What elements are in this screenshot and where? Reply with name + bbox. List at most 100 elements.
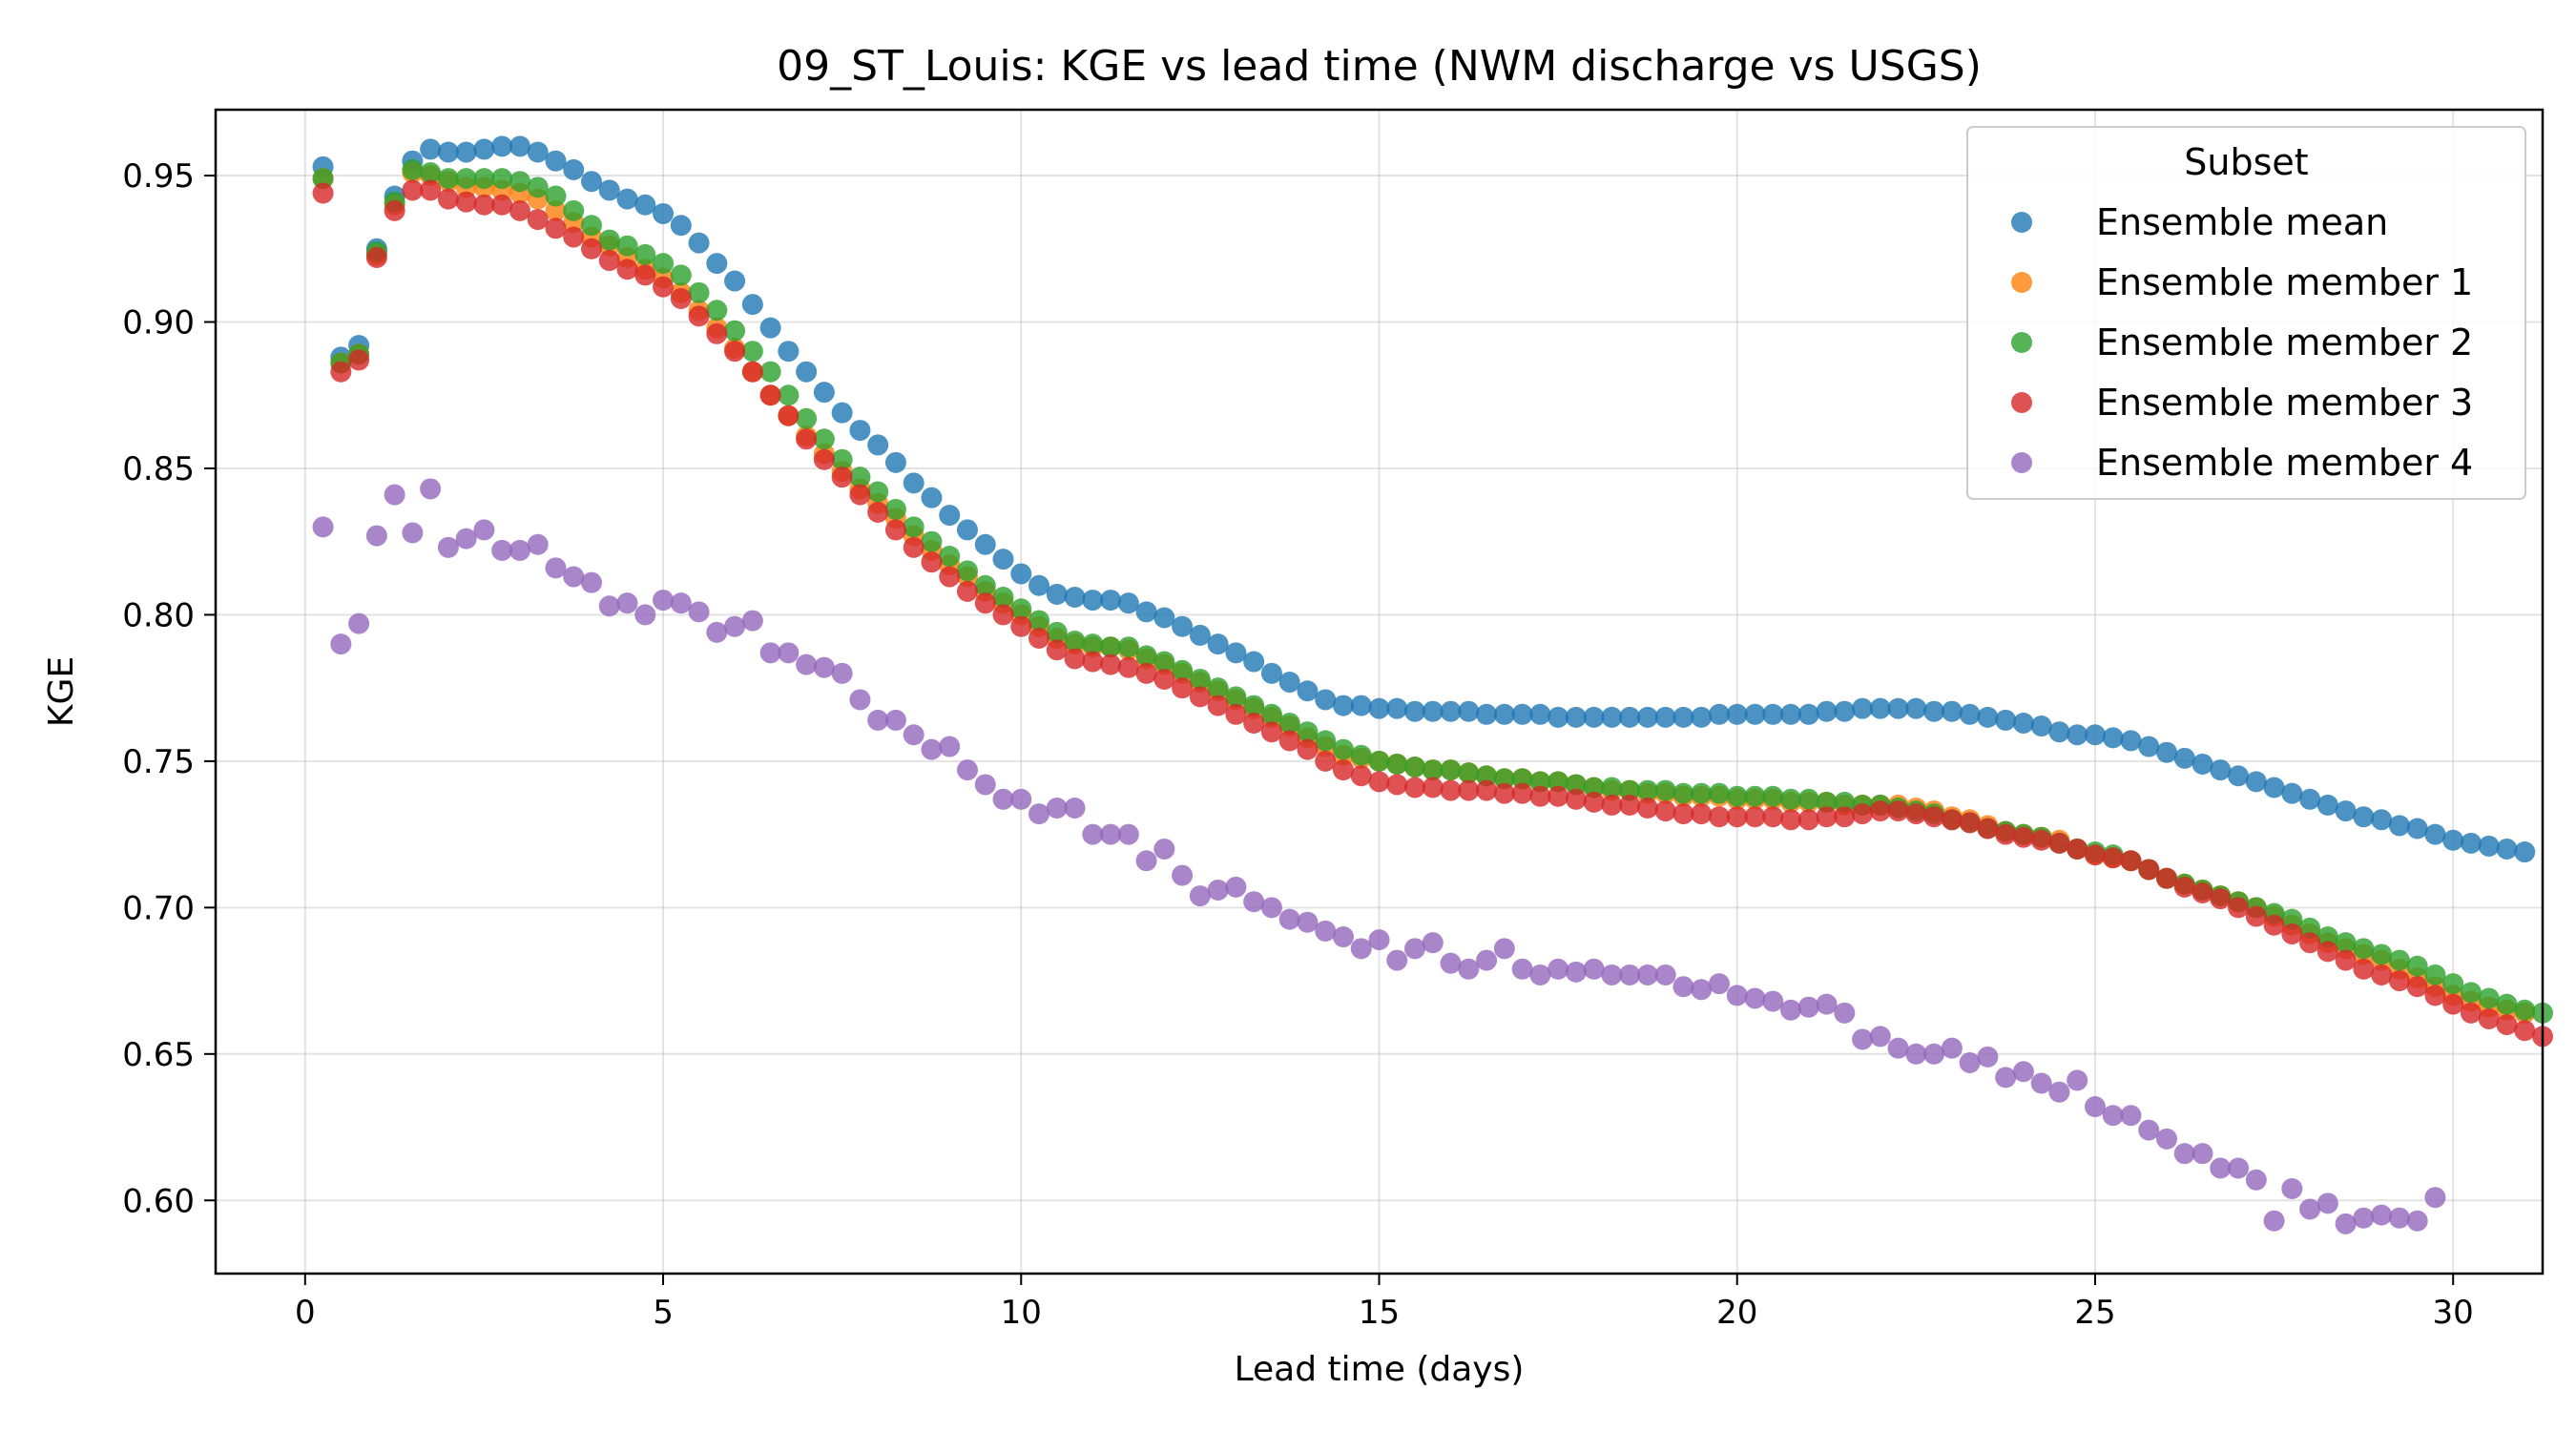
data-point <box>974 533 996 555</box>
data-point <box>1207 677 1229 699</box>
data-point <box>1995 1067 2017 1089</box>
data-point <box>2460 982 2482 1004</box>
y-tick-label: 0.70 <box>122 889 195 927</box>
data-point <box>1887 800 1909 822</box>
y-tick-label: 0.85 <box>122 450 195 488</box>
y-tick-label: 0.65 <box>122 1036 195 1074</box>
data-point <box>455 168 477 190</box>
data-point <box>2353 806 2375 828</box>
data-point <box>759 361 781 383</box>
data-point <box>402 522 424 544</box>
data-point <box>580 215 602 237</box>
data-point <box>365 246 387 268</box>
data-point <box>1744 703 1766 725</box>
data-point <box>1225 686 1247 708</box>
data-point <box>455 141 477 163</box>
data-point <box>956 580 978 602</box>
data-point <box>598 250 620 272</box>
data-point <box>2424 964 2446 985</box>
data-point <box>2173 747 2195 769</box>
data-point <box>956 759 978 781</box>
data-point <box>653 253 675 275</box>
data-point <box>1619 779 1641 801</box>
data-point <box>1153 838 1175 860</box>
data-point <box>1028 803 1050 825</box>
axis-ticks: 0 5 10 15 20 25 30 0.60 0.65 0.70 0.75 0.80 0.85 0.90… <box>122 157 2474 1332</box>
data-point <box>849 689 871 711</box>
data-point <box>1422 932 1444 954</box>
data-point <box>849 420 871 442</box>
data-point <box>1117 823 1139 845</box>
data-point <box>491 539 513 561</box>
data-point <box>2156 1128 2178 1150</box>
data-point <box>2299 1198 2321 1220</box>
data-point <box>884 451 906 473</box>
data-point <box>1511 768 1533 790</box>
data-point <box>2156 867 2178 889</box>
data-point <box>1386 753 1408 775</box>
data-point <box>1350 765 1372 787</box>
y-tick-label: 0.75 <box>122 743 195 781</box>
data-point <box>653 590 675 612</box>
data-point <box>974 774 996 796</box>
data-point <box>2388 1207 2410 1229</box>
data-point <box>939 566 961 588</box>
data-point <box>1368 929 1390 951</box>
data-point <box>1869 800 1891 822</box>
data-point <box>2263 1210 2285 1232</box>
data-point <box>759 384 781 406</box>
data-point <box>2299 917 2321 939</box>
data-point <box>2210 888 2232 910</box>
data-point <box>1422 759 1444 781</box>
data-point <box>527 533 549 555</box>
data-point <box>634 604 656 626</box>
data-point <box>330 361 352 383</box>
legend-marker <box>2011 212 2032 233</box>
data-point <box>2192 753 2213 775</box>
data-point <box>2102 727 2124 749</box>
data-point <box>1977 706 1999 728</box>
data-point <box>1654 964 1676 985</box>
data-point <box>2012 712 2034 734</box>
data-point <box>2353 938 2375 960</box>
data-point <box>1404 938 1426 960</box>
data-point <box>1834 806 1856 828</box>
data-point <box>1135 601 1157 623</box>
data-point <box>1636 779 1658 801</box>
data-point <box>2030 716 2052 737</box>
data-point <box>1315 689 1337 711</box>
data-point <box>1744 785 1766 807</box>
x-tick-label: 10 <box>1001 1294 1042 1332</box>
data-point <box>1834 791 1856 813</box>
data-point <box>884 709 906 731</box>
data-point <box>1046 639 1068 661</box>
data-point <box>1726 985 1748 1006</box>
y-tick-label: 0.80 <box>122 596 195 634</box>
data-point <box>2388 949 2410 971</box>
data-point <box>2120 730 2142 752</box>
data-point <box>2442 973 2464 995</box>
data-point <box>903 724 924 746</box>
data-point <box>903 472 924 494</box>
data-point <box>1887 1037 1909 1059</box>
data-point <box>849 467 871 488</box>
data-point <box>778 341 800 363</box>
data-point <box>1332 759 1354 781</box>
data-point <box>491 135 513 157</box>
data-point <box>1028 627 1050 649</box>
data-point <box>2460 832 2482 854</box>
data-point <box>1225 876 1247 898</box>
data-point <box>724 270 746 292</box>
data-point <box>1995 823 2017 845</box>
data-point <box>1100 823 1122 845</box>
data-points <box>312 135 2553 1234</box>
data-point <box>2514 1020 2536 1042</box>
data-point <box>384 484 405 506</box>
data-point <box>1082 823 1104 845</box>
data-point <box>1941 1037 1963 1059</box>
data-point <box>1923 1043 1945 1065</box>
data-point <box>1744 987 1766 1009</box>
data-point <box>778 404 800 426</box>
data-point <box>706 253 728 275</box>
